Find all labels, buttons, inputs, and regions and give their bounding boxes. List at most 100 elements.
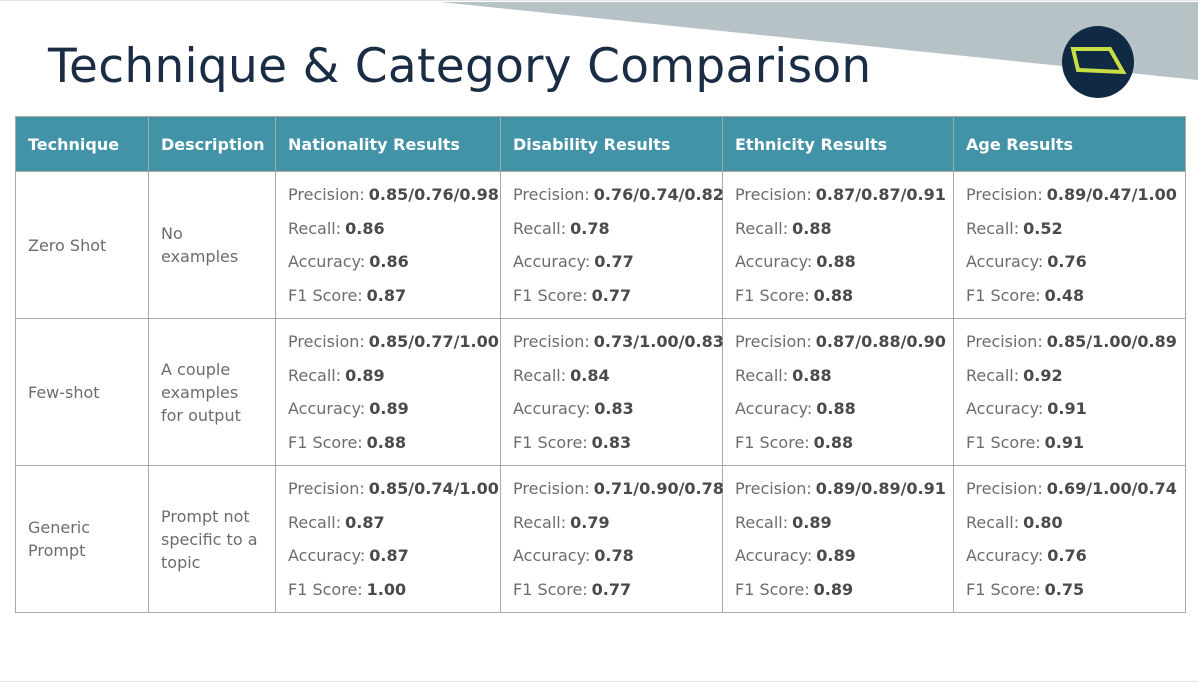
accuracy-metric: Accuracy: 0.76 <box>966 539 1173 573</box>
precision-value: 0.89/0.47/1.00 <box>1046 185 1177 204</box>
recall-value: 0.88 <box>792 365 832 385</box>
age-results-cell: Precision: 0.85/1.00/0.89 Recall: 0.92 Accur… <box>953 318 1186 466</box>
accuracy-label: Accuracy: <box>735 546 813 565</box>
precision-value: 0.71/0.90/0.78 <box>593 479 724 498</box>
precision-label: Precision: <box>513 332 590 351</box>
precision-value: 0.85/0.76/0.98 <box>368 185 499 204</box>
f1-value: 0.83 <box>591 432 632 452</box>
accuracy-value: 0.77 <box>594 252 634 271</box>
precision-value: 0.87/0.87/0.91 <box>815 185 946 204</box>
precision-metric: Precision: 0.87/0.87/0.91 <box>735 178 946 212</box>
recall-value: 0.89 <box>792 512 832 532</box>
accuracy-label: Accuracy: <box>513 546 591 565</box>
f1-value: 1.00 <box>366 579 407 599</box>
f1-label: F1 Score: <box>966 432 1041 452</box>
recall-label: Recall: <box>735 218 789 238</box>
nationality-results-cell: Precision: 0.85/0.77/1.00 Recall: 0.89 Accur… <box>275 318 501 466</box>
f1-label: F1 Score: <box>735 432 810 452</box>
accuracy-value: 0.76 <box>1047 546 1087 565</box>
recall-metric: Recall: 0.52 <box>966 212 1173 246</box>
accuracy-label: Accuracy: <box>288 252 366 271</box>
technique-cell: Zero Shot <box>15 171 149 319</box>
f1-label: F1 Score: <box>288 432 363 452</box>
description-cell: A couple examples for output <box>148 318 276 466</box>
disability-results-cell: Precision: 0.73/1.00/0.83 Recall: 0.84 Accur… <box>500 318 724 466</box>
precision-value: 0.87/0.88/0.90 <box>815 332 946 351</box>
precision-label: Precision: <box>513 479 590 498</box>
recall-label: Recall: <box>513 365 567 385</box>
recall-value: 0.52 <box>1023 218 1063 238</box>
recall-metric: Recall: 0.92 <box>966 359 1173 393</box>
f1-value: 0.75 <box>1044 579 1085 599</box>
recall-metric: Recall: 0.87 <box>288 506 488 540</box>
accuracy-value: 0.88 <box>816 399 856 418</box>
precision-label: Precision: <box>288 479 365 498</box>
precision-metric: Precision: 0.85/1.00/0.89 <box>966 325 1177 359</box>
precision-label: Precision: <box>288 185 365 204</box>
f1-value: 0.87 <box>366 285 407 305</box>
f1-value: 0.91 <box>1044 432 1085 452</box>
precision-value: 0.73/1.00/0.83 <box>593 332 724 351</box>
accuracy-label: Accuracy: <box>966 252 1044 271</box>
accuracy-metric: Accuracy: 0.88 <box>735 245 941 279</box>
accuracy-label: Accuracy: <box>513 399 591 418</box>
recall-label: Recall: <box>735 512 789 532</box>
f1-value: 0.88 <box>813 432 854 452</box>
recall-label: Recall: <box>513 218 567 238</box>
precision-label: Precision: <box>735 332 812 351</box>
f1-label: F1 Score: <box>288 579 363 599</box>
accuracy-metric: Accuracy: 0.87 <box>288 539 488 573</box>
f1-label: F1 Score: <box>966 579 1041 599</box>
recall-label: Recall: <box>735 365 789 385</box>
table-header-row: Technique Description Nationality Result… <box>15 116 1186 172</box>
table-row: Zero Shot No examples Precision: 0.85/0.76/… <box>15 171 1186 319</box>
precision-value: 0.69/1.00/0.74 <box>1046 479 1177 498</box>
precision-label: Precision: <box>288 332 365 351</box>
recall-metric: Recall: 0.86 <box>288 212 488 246</box>
recall-label: Recall: <box>288 512 342 532</box>
accuracy-value: 0.83 <box>594 399 634 418</box>
recall-value: 0.80 <box>1023 512 1063 532</box>
disability-results-cell: Precision: 0.71/0.90/0.78 Recall: 0.79 Accur… <box>500 465 724 613</box>
f1-metric: F1 Score: 0.75 <box>966 573 1173 607</box>
nationality-results-cell: Precision: 0.85/0.76/0.98 Recall: 0.86 Accur… <box>275 171 501 319</box>
recall-metric: Recall: 0.88 <box>735 359 941 393</box>
recall-metric: Recall: 0.80 <box>966 506 1173 540</box>
decorative-corner-band <box>440 2 1198 80</box>
f1-label: F1 Score: <box>966 285 1041 305</box>
f1-label: F1 Score: <box>513 579 588 599</box>
header-description: Description <box>148 116 276 172</box>
age-results-cell: Precision: 0.69/1.00/0.74 Recall: 0.80 Accur… <box>953 465 1186 613</box>
technique-cell: Generic Prompt <box>15 465 149 613</box>
precision-metric: Precision: 0.85/0.77/1.00 <box>288 325 499 359</box>
recall-label: Recall: <box>966 365 1020 385</box>
recall-value: 0.84 <box>570 365 610 385</box>
f1-metric: F1 Score: 0.77 <box>513 279 710 313</box>
accuracy-value: 0.76 <box>1047 252 1087 271</box>
precision-label: Precision: <box>966 479 1043 498</box>
recall-metric: Recall: 0.84 <box>513 359 710 393</box>
precision-label: Precision: <box>735 185 812 204</box>
accuracy-metric: Accuracy: 0.89 <box>735 539 941 573</box>
accuracy-metric: Accuracy: 0.88 <box>735 392 941 426</box>
precision-label: Precision: <box>966 185 1043 204</box>
header-technique: Technique <box>15 116 149 172</box>
accuracy-label: Accuracy: <box>513 252 591 271</box>
recall-value: 0.79 <box>570 512 610 532</box>
header-age-results: Age Results <box>953 116 1186 172</box>
precision-label: Precision: <box>735 479 812 498</box>
precision-value: 0.89/0.89/0.91 <box>815 479 946 498</box>
f1-metric: F1 Score: 0.87 <box>288 279 488 313</box>
description-cell: Prompt not specific to a topic <box>148 465 276 613</box>
recall-metric: Recall: 0.89 <box>288 359 488 393</box>
f1-label: F1 Score: <box>513 432 588 452</box>
recall-value: 0.89 <box>345 365 385 385</box>
f1-value: 0.89 <box>813 579 854 599</box>
recall-value: 0.92 <box>1023 365 1063 385</box>
nationality-results-cell: Precision: 0.85/0.74/1.00 Recall: 0.87 Accur… <box>275 465 501 613</box>
accuracy-metric: Accuracy: 0.89 <box>288 392 488 426</box>
f1-metric: F1 Score: 0.48 <box>966 279 1173 313</box>
recall-label: Recall: <box>513 512 567 532</box>
f1-metric: F1 Score: 0.88 <box>735 279 941 313</box>
accuracy-value: 0.87 <box>369 546 409 565</box>
